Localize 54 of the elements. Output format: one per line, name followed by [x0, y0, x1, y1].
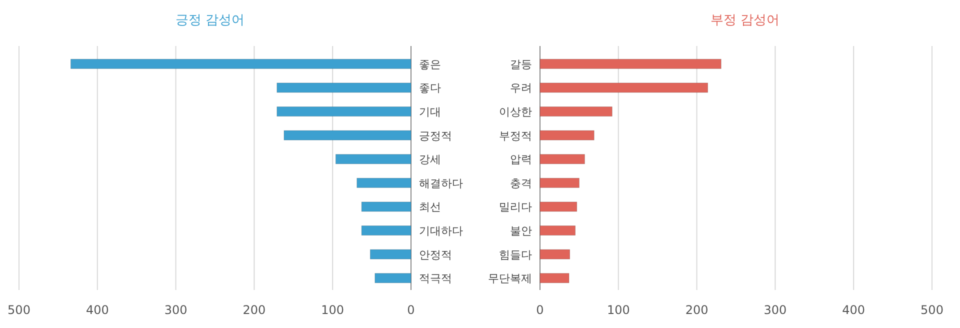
bar	[540, 273, 570, 284]
bar	[540, 130, 594, 140]
bar	[276, 82, 412, 93]
x-tick-label: 400	[86, 303, 109, 317]
y-tick-label: 갈등	[510, 58, 532, 71]
x-tick-label: 0	[536, 303, 544, 317]
y-tick-label: 좋은	[419, 58, 441, 71]
bar	[540, 154, 585, 164]
y-tick-label: 좋다	[419, 82, 441, 95]
bar	[540, 82, 708, 93]
y-tick-label: 우려	[510, 82, 532, 95]
bar	[540, 178, 580, 188]
x-tick-label: 200	[685, 303, 708, 317]
y-tick-label: 최선	[419, 200, 441, 214]
chart-title: 부정 감성어	[710, 13, 780, 28]
x-tick-label: 400	[842, 303, 866, 317]
y-tick-label: 적극적	[419, 272, 452, 286]
x-tick-label: 300	[164, 303, 188, 317]
y-tick-label: 힘들다	[499, 248, 532, 262]
bar	[284, 130, 412, 140]
bar	[540, 225, 576, 236]
bar	[540, 202, 578, 212]
y-tick-label: 무단복제	[488, 272, 532, 286]
x-tick-label: 0	[407, 303, 415, 317]
bar	[276, 106, 412, 117]
bar	[361, 225, 412, 236]
y-tick-label: 안정적	[419, 248, 452, 262]
bar	[361, 202, 412, 212]
x-tick-label: 100	[321, 303, 344, 317]
x-tick-label: 300	[764, 303, 787, 317]
bar	[335, 154, 412, 164]
y-tick-label: 밀리다	[499, 200, 532, 214]
bar	[540, 249, 570, 260]
y-tick-label: 긍정적	[419, 129, 452, 142]
bar	[540, 106, 612, 117]
y-tick-label: 이상한	[499, 106, 532, 118]
bar	[70, 58, 412, 69]
y-tick-label: 충격	[510, 176, 532, 190]
y-tick-label: 압력	[510, 153, 532, 166]
y-tick-label: 부정적	[499, 129, 532, 142]
bar	[370, 249, 412, 260]
y-tick-label: 해결하다	[419, 176, 463, 190]
x-tick-label: 100	[606, 303, 630, 317]
y-tick-label: 기대하다	[419, 224, 463, 238]
y-tick-label: 기대	[419, 106, 441, 118]
bar	[374, 273, 412, 284]
bar	[356, 178, 412, 188]
chart-title: 긍정 감성어	[175, 13, 245, 28]
x-tick-label: 500	[8, 303, 30, 317]
x-tick-label: 500	[920, 303, 944, 317]
y-tick-label: 불안	[510, 224, 532, 238]
x-tick-label: 200	[242, 303, 266, 317]
y-tick-label: 강세	[419, 153, 441, 166]
bar	[540, 58, 722, 69]
